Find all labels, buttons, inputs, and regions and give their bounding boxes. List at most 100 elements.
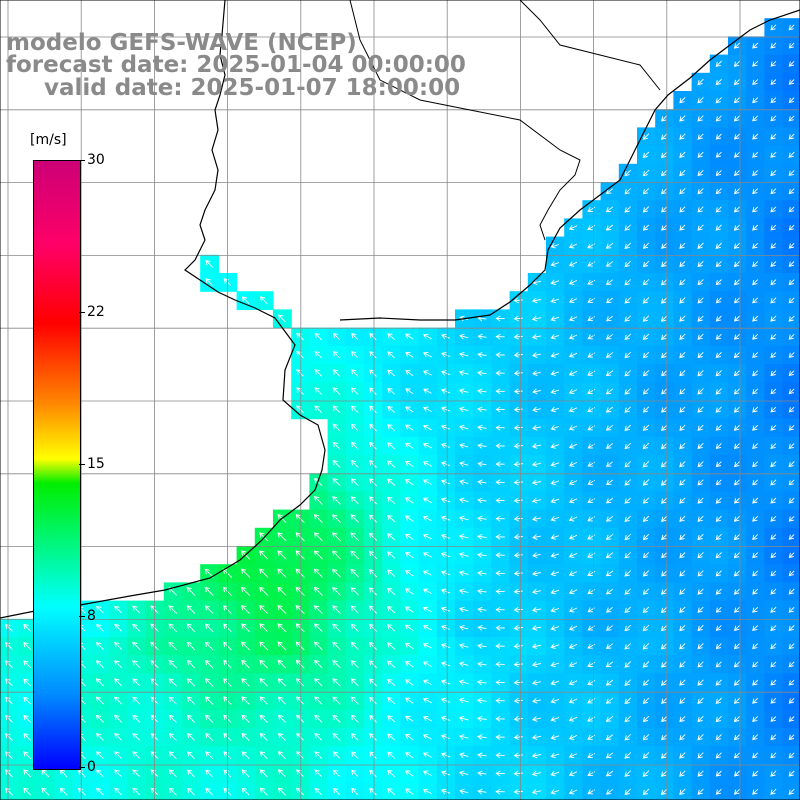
wind-arrow	[259, 532, 269, 542]
wind-arrow	[422, 770, 433, 777]
wind-arrow	[605, 497, 614, 504]
wind-arrow	[332, 478, 341, 487]
wind-arrow	[332, 714, 341, 723]
wind-arrow	[679, 442, 686, 450]
wind-arrow	[95, 732, 104, 741]
wind-cell	[418, 782, 438, 800]
wind-arrow	[95, 696, 105, 705]
wind-arrow	[770, 570, 777, 577]
wind-arrow	[459, 752, 469, 758]
wind-arrow	[350, 787, 359, 796]
colorbar-tick-label: 30	[87, 152, 105, 168]
wind-arrow	[458, 697, 469, 704]
wind-arrow	[404, 515, 414, 522]
wind-arrow	[568, 443, 578, 449]
wind-arrow	[605, 333, 614, 340]
wind-arrow	[531, 788, 542, 795]
wind-arrow	[350, 478, 359, 487]
wind-arrow	[332, 678, 341, 687]
wind-arrow	[459, 606, 469, 613]
wind-arrow	[734, 443, 740, 449]
wind-arrow	[531, 479, 542, 486]
wind-arrow	[624, 697, 632, 705]
wind-arrow	[114, 605, 123, 614]
wind-arrow	[568, 625, 578, 631]
wind-arrow	[770, 716, 777, 722]
wind-arrow	[441, 370, 451, 376]
wind-arrow	[550, 370, 560, 376]
wind-arrow	[513, 370, 523, 377]
wind-arrow	[531, 461, 542, 468]
wind-arrow	[624, 388, 632, 395]
wind-arrow	[241, 623, 250, 633]
wind-arrow	[477, 752, 487, 759]
wind-arrow	[788, 315, 795, 322]
wind-arrow	[458, 533, 469, 540]
wind-arrow	[386, 460, 396, 468]
wind-arrow	[752, 406, 759, 413]
wind-arrow	[241, 751, 250, 760]
wind-arrow	[679, 770, 686, 777]
wind-arrow	[752, 297, 759, 304]
wind-arrow	[606, 625, 613, 631]
wind-arrow	[477, 788, 487, 795]
wind-arrow	[642, 406, 650, 413]
wind-arrow	[642, 642, 650, 650]
wind-arrow	[642, 770, 650, 777]
wind-arrow	[679, 388, 686, 395]
wind-arrow	[697, 515, 704, 522]
wind-arrow	[624, 461, 632, 468]
wind-arrow	[296, 769, 305, 778]
wind-arrow	[715, 424, 722, 431]
wind-arrow	[770, 333, 777, 340]
wind-arrow	[770, 515, 777, 522]
wind-arrow	[733, 260, 741, 268]
coastline	[0, 0, 326, 619]
wind-arrow	[642, 497, 650, 504]
wind-arrow	[440, 497, 451, 503]
wind-arrow	[95, 660, 104, 669]
wind-arrow	[788, 151, 795, 158]
wind-arrow	[332, 696, 341, 705]
wind-arrow	[605, 770, 614, 777]
wind-arrow	[5, 623, 13, 632]
wind-arrow	[715, 461, 722, 468]
wind-arrow	[422, 734, 432, 740]
wind-arrow	[458, 588, 469, 595]
wind-arrow	[350, 587, 359, 596]
wind-arrow	[477, 552, 487, 558]
wind-arrow	[660, 679, 668, 686]
wind-arrow	[550, 588, 560, 595]
wind-arrow	[752, 770, 759, 777]
wind-arrow	[752, 60, 759, 67]
wind-arrow	[624, 624, 632, 632]
wind-arrow	[660, 479, 668, 486]
wind-arrow	[568, 607, 578, 613]
wind-arrow	[661, 406, 668, 413]
wind-arrow	[386, 587, 396, 596]
wind-arrow	[368, 641, 378, 651]
wind-arrow	[715, 297, 722, 304]
wind-cell	[382, 782, 401, 800]
wind-arrow	[441, 442, 451, 449]
wind-arrow	[624, 770, 632, 777]
wind-arrow	[788, 752, 795, 759]
wind-arrow	[513, 479, 524, 486]
wind-arrow	[550, 388, 560, 395]
wind-arrow	[458, 679, 469, 686]
wind-arrow	[186, 623, 196, 633]
wind-arrow	[770, 206, 777, 213]
wind-arrow	[441, 461, 451, 467]
wind-arrow	[642, 351, 650, 359]
wind-arrow	[642, 679, 650, 686]
colorbar-tick-mark	[79, 464, 85, 465]
wind-arrow	[550, 607, 560, 613]
wind-cell	[327, 782, 347, 800]
wind-arrow	[386, 551, 396, 559]
wind-arrow	[605, 734, 614, 741]
wind-arrow	[369, 696, 377, 705]
wind-arrow	[568, 315, 578, 322]
wind-arrow	[59, 787, 68, 796]
wind-arrow	[624, 715, 632, 723]
